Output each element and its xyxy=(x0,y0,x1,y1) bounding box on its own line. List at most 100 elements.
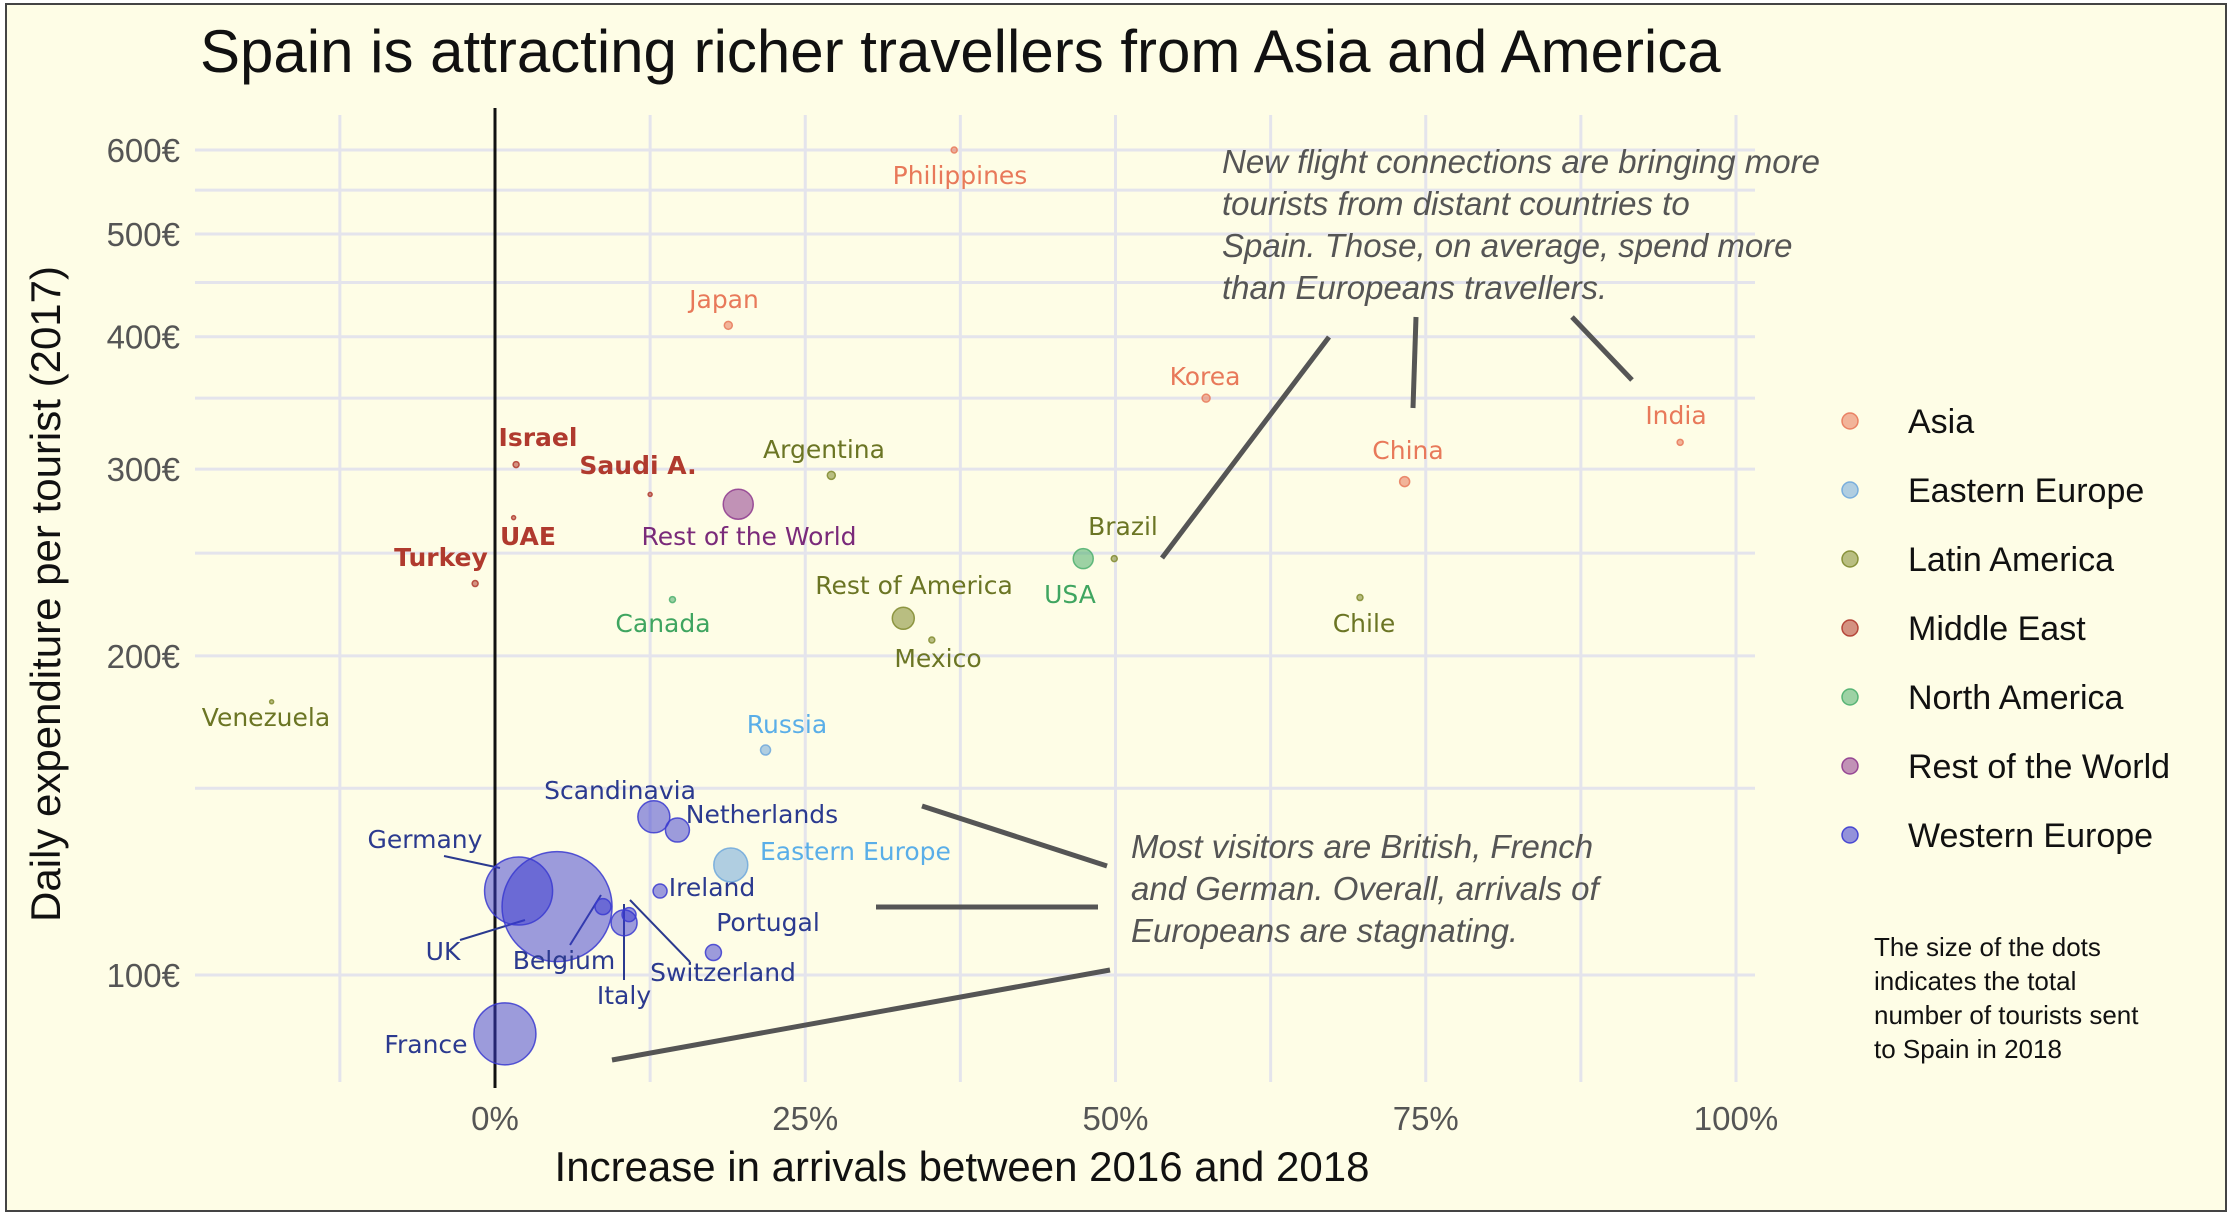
chart-title: Spain is attracting richer travellers fr… xyxy=(200,18,1721,85)
legend-label: North America xyxy=(1908,679,2123,717)
point-label-india: India xyxy=(1645,401,1706,430)
y-tick-label: 400€ xyxy=(107,319,180,356)
point-canada xyxy=(668,595,677,604)
size-note: The size of the dots indicates the total n… xyxy=(1874,932,2139,1064)
point-label-eastern-europe: Eastern Europe xyxy=(760,837,951,866)
y-tick-label: 300€ xyxy=(107,451,180,488)
x-tick-label: 25% xyxy=(772,1100,838,1137)
annotation-asia: New flight connections are bringing more… xyxy=(1222,143,1820,306)
point-label-korea: Korea xyxy=(1170,362,1241,391)
legend-swatch xyxy=(1841,550,1859,568)
callout-line-asia-2 xyxy=(1410,316,1419,409)
point-korea xyxy=(1201,393,1211,403)
point-label-turkey: Turkey xyxy=(394,543,488,572)
annotation-europe: Most visitors are British, French and Ger… xyxy=(1131,828,1603,949)
legend-label: Latin America xyxy=(1908,541,2114,579)
point-scandinavia xyxy=(637,800,671,834)
point-china xyxy=(1398,475,1411,488)
point-mexico xyxy=(928,636,936,644)
point-argentina xyxy=(826,470,837,481)
point-usa xyxy=(1072,547,1094,570)
point-label-uae: UAE xyxy=(500,522,556,551)
x-axis-title: Increase in arrivals between 2016 and 20… xyxy=(555,1143,1370,1190)
point-label-ireland: Ireland xyxy=(669,873,755,902)
point-label-argentina: Argentina xyxy=(763,435,885,464)
point-label-germany: Germany xyxy=(368,825,483,854)
point-india xyxy=(1676,438,1684,447)
point-netherlands xyxy=(664,817,691,843)
callout-line-asia-1 xyxy=(1160,335,1331,560)
point-label-rest-of-america: Rest of America xyxy=(815,571,1013,600)
point-japan xyxy=(723,320,734,331)
legend-swatch xyxy=(1841,481,1859,499)
point-label-belgium: Belgium xyxy=(513,946,616,975)
point-turkey xyxy=(471,579,479,588)
point-saudi-a xyxy=(647,491,653,498)
point-philippines xyxy=(950,146,958,154)
data-points xyxy=(268,146,1684,1066)
point-rest-of-america xyxy=(891,606,916,631)
legend-label: Middle East xyxy=(1908,610,2086,648)
point-eastern-europe xyxy=(713,847,749,883)
legend-label: Asia xyxy=(1908,403,1974,441)
x-tick-label: 0% xyxy=(471,1100,519,1137)
point-label-saudi-a: Saudi A. xyxy=(579,451,696,480)
point-rest-of-the-world xyxy=(722,488,754,520)
legend: Asia Eastern Europe Latin America Middle Ea… xyxy=(1841,403,2170,855)
point-label-france: France xyxy=(384,1030,467,1059)
point-label-usa: USA xyxy=(1044,580,1096,609)
point-label-portugal: Portugal xyxy=(716,908,820,937)
point-label-china: China xyxy=(1372,436,1443,465)
legend-label: Western Europe xyxy=(1908,817,2153,855)
y-tick-label: 600€ xyxy=(107,132,180,169)
point-label-rest-of-the-world: Rest of the World xyxy=(641,522,856,551)
point-russia xyxy=(759,744,772,756)
point-portugal xyxy=(704,943,723,962)
x-tick-label: 50% xyxy=(1082,1100,1148,1137)
point-uae xyxy=(510,514,517,521)
x-tick-label: 75% xyxy=(1393,1100,1459,1137)
y-tick-label: 100€ xyxy=(107,957,180,994)
callout-line-europe-1 xyxy=(921,803,1108,869)
point-label-philippines: Philippines xyxy=(893,161,1028,190)
legend-swatch xyxy=(1841,688,1859,706)
leader-switzerland xyxy=(629,899,691,963)
axis-ticks: 0% 25% 50% 75% 100% 100€ 200€ 300€ 400€ 500€ 600€ xyxy=(107,132,1779,1137)
point-label-scandinavia: Scandinavia xyxy=(544,776,696,805)
callout-lines xyxy=(611,315,1634,1063)
x-tick-label: 100% xyxy=(1694,1100,1778,1137)
point-label-italy: Italy xyxy=(597,981,651,1010)
point-label-venezuela: Venezuela xyxy=(202,703,330,732)
point-label-japan: Japan xyxy=(687,285,759,314)
callout-line-europe-3 xyxy=(611,967,1111,1063)
point-switzerland xyxy=(621,906,637,923)
point-label-canada: Canada xyxy=(615,609,710,638)
legend-label: Eastern Europe xyxy=(1908,472,2144,510)
point-israel xyxy=(512,460,520,469)
point-ireland xyxy=(652,883,668,899)
legend-swatch xyxy=(1841,826,1859,844)
point-label-uk: UK xyxy=(426,937,461,966)
legend-swatch xyxy=(1841,757,1859,775)
point-france xyxy=(473,1002,537,1066)
point-label-mexico: Mexico xyxy=(894,644,981,673)
y-axis-title: Daily expenditure per tourist (2017) xyxy=(22,266,69,922)
point-brazil xyxy=(1110,554,1119,563)
legend-swatch xyxy=(1841,619,1859,637)
point-labels: Philippines Japan Korea China India Russia Eas… xyxy=(202,161,1707,1059)
point-chile xyxy=(1356,593,1364,602)
point-label-brazil: Brazil xyxy=(1088,512,1158,541)
y-tick-label: 200€ xyxy=(107,638,180,675)
leader-germany xyxy=(443,855,501,869)
point-label-russia: Russia xyxy=(747,710,827,739)
callout-line-asia-3 xyxy=(1570,315,1634,382)
point-venezuela xyxy=(268,699,275,705)
point-label-chile: Chile xyxy=(1333,609,1396,638)
legend-label: Rest of the World xyxy=(1908,748,2170,786)
point-uk xyxy=(501,850,613,963)
point-label-switzerland: Switzerland xyxy=(650,958,796,987)
point-label-netherlands: Netherlands xyxy=(686,800,838,829)
point-belgium xyxy=(594,897,612,916)
